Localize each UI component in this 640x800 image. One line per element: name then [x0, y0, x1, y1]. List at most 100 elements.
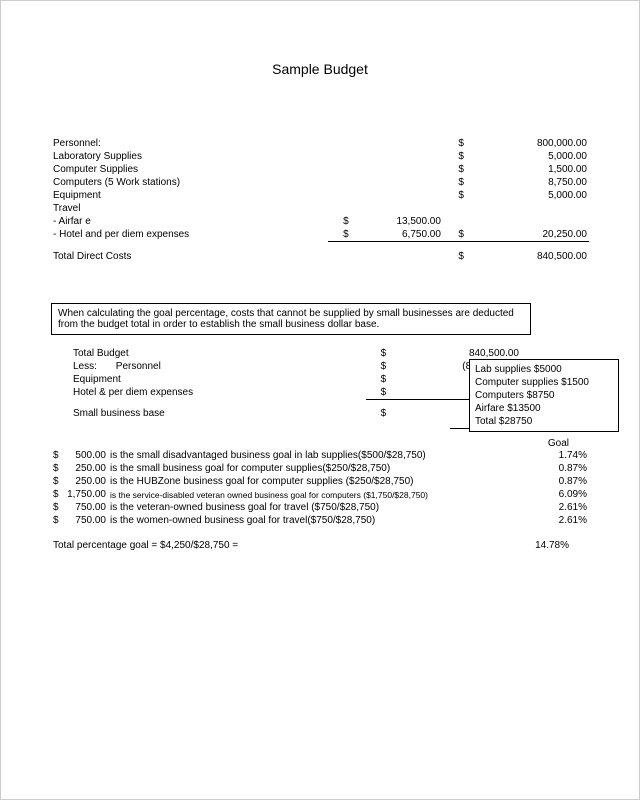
budget-table: Personnel: $ 800,000.00 Laboratory Suppl…	[51, 137, 589, 263]
table-row: $750.00is the women-owned business goal …	[51, 514, 589, 527]
goal-pct: 2.61%	[534, 501, 589, 514]
row-label: Travel	[51, 202, 328, 215]
row-label: Computer Supplies	[51, 163, 328, 176]
total-pct: 14.78%	[466, 539, 589, 552]
goal-pct: 0.87%	[534, 475, 589, 488]
currency-symbol: $	[366, 407, 388, 420]
goal-amount: 750.00	[63, 501, 108, 514]
row-amount: 1,500.00	[466, 163, 589, 176]
currency-symbol: $	[443, 189, 466, 202]
goal-amount: 750.00	[63, 514, 108, 527]
table-row: $750.00is the veteran-owned business goa…	[51, 501, 589, 514]
row-amount: 6,750.00	[351, 228, 443, 242]
row-label: Small business base	[71, 407, 366, 420]
goal-amount: 250.00	[63, 462, 108, 475]
currency-symbol: $	[366, 386, 388, 400]
row-amount: 840,500.00	[466, 250, 589, 263]
callout-line: Computer supplies $1500	[475, 376, 613, 389]
table-row: $250.00is the small business goal for co…	[51, 462, 589, 475]
currency-symbol: $	[443, 176, 466, 189]
currency-symbol: $	[328, 228, 351, 242]
goal-pct: 1.74%	[534, 449, 589, 462]
table-row: Less: Personnel $ (800,000.00)	[71, 360, 521, 373]
row-amount: 5,000.00	[466, 189, 589, 202]
goals-section: Goal $500.00is the small disadvantaged b…	[51, 438, 589, 527]
less-label: Less:	[73, 361, 113, 372]
table-row: Hotel & per diem expenses $ (6,750.00)	[71, 386, 521, 400]
total-label: Total percentage goal = $4,250/$28,750 =	[51, 539, 466, 552]
currency-symbol: $	[443, 150, 466, 163]
row-label: Personnel	[116, 361, 161, 372]
table-row: $250.00is the HUBZone business goal for …	[51, 475, 589, 488]
goal-pct: 0.87%	[534, 462, 589, 475]
goal-description: is the veteran-owned business goal for t…	[108, 501, 534, 514]
currency-symbol: $	[443, 250, 466, 263]
goal-header: Goal	[51, 438, 589, 449]
table-row: Personnel: $ 800,000.00	[51, 137, 589, 150]
table-row: $1,750.00is the service-disabled veteran…	[51, 488, 589, 501]
callout-line: Airfare $13500	[475, 402, 613, 415]
row-label: - Hotel and per diem expenses	[51, 228, 328, 242]
currency-symbol: $	[51, 488, 63, 501]
calculation-section: When calculating the goal percentage, co…	[51, 303, 589, 553]
currency-symbol: $	[366, 373, 388, 386]
table-row: Total Direct Costs $ 840,500.00	[51, 250, 589, 263]
table-row: Laboratory Supplies $ 5,000.00	[51, 150, 589, 163]
row-amount: 5,000.00	[466, 150, 589, 163]
goal-pct: 6.09%	[534, 488, 589, 501]
row-label: Computers (5 Work stations)	[51, 176, 328, 189]
table-row: - Hotel and per diem expenses $ 6,750.00…	[51, 228, 589, 242]
goal-description: is the small disadvantaged business goal…	[108, 449, 534, 462]
goal-amount: 500.00	[63, 449, 108, 462]
row-label: - Airfar e	[51, 215, 328, 228]
deduction-table: Total Budget $ 840,500.00 Less: Personne…	[71, 347, 521, 421]
row-label: Total Direct Costs	[51, 250, 328, 263]
table-row: - Airfar e $ 13,500.00	[51, 215, 589, 228]
goal-description: is the HUBZone business goal for compute…	[108, 475, 534, 488]
info-box: When calculating the goal percentage, co…	[51, 303, 531, 335]
page-title: Sample Budget	[51, 61, 589, 77]
goal-description: is the women-owned business goal for tra…	[108, 514, 534, 527]
callout-line: Lab supplies $5000	[475, 363, 613, 376]
callout-line: Computers $8750	[475, 389, 613, 402]
row-amount: 8,750.00	[466, 176, 589, 189]
currency-symbol: $	[443, 163, 466, 176]
currency-symbol: $	[51, 462, 63, 475]
table-row: Computer Supplies $ 1,500.00	[51, 163, 589, 176]
row-label: Equipment	[51, 189, 328, 202]
currency-symbol: $	[366, 360, 388, 373]
table-row: Total Budget $ 840,500.00	[71, 347, 521, 360]
row-label: Total Budget	[71, 347, 366, 360]
row-label: Laboratory Supplies	[51, 150, 328, 163]
currency-symbol: $	[51, 514, 63, 527]
table-row: Computers (5 Work stations) $ 8,750.00	[51, 176, 589, 189]
row-amount: 800,000.00	[466, 137, 589, 150]
callout-line: Total $28750	[475, 415, 613, 428]
currency-symbol: $	[51, 475, 63, 488]
total-percentage-row: Total percentage goal = $4,250/$28,750 =…	[51, 539, 589, 552]
table-row: Small business base $ 28,750.00	[71, 407, 521, 420]
table-row: Equipment $ (5,000.00)	[71, 373, 521, 386]
document-page: Sample Budget Personnel: $ 800,000.00 La…	[0, 0, 640, 800]
table-row: $500.00is the small disadvantaged busine…	[51, 449, 589, 462]
goal-description: is the service-disabled veteran owned bu…	[108, 488, 534, 501]
goal-amount: 1,750.00	[63, 488, 108, 501]
row-label: Hotel & per diem expenses	[71, 386, 366, 400]
currency-symbol: $	[366, 347, 388, 360]
currency-symbol: $	[51, 449, 63, 462]
row-amount: 20,250.00	[466, 228, 589, 242]
currency-symbol: $	[328, 215, 351, 228]
goal-description: is the small business goal for computer …	[108, 462, 534, 475]
row-amount: 13,500.00	[351, 215, 443, 228]
goal-pct: 2.61%	[534, 514, 589, 527]
currency-symbol: $	[443, 137, 466, 150]
currency-symbol: $	[443, 228, 466, 242]
row-label: Equipment	[71, 373, 366, 386]
goals-table: $500.00is the small disadvantaged busine…	[51, 449, 589, 527]
currency-symbol: $	[51, 501, 63, 514]
row-label: Personnel:	[51, 137, 328, 150]
goal-amount: 250.00	[63, 475, 108, 488]
table-row: Equipment $ 5,000.00	[51, 189, 589, 202]
callout-box: Lab supplies $5000 Computer supplies $15…	[469, 359, 619, 432]
table-row: Travel	[51, 202, 589, 215]
